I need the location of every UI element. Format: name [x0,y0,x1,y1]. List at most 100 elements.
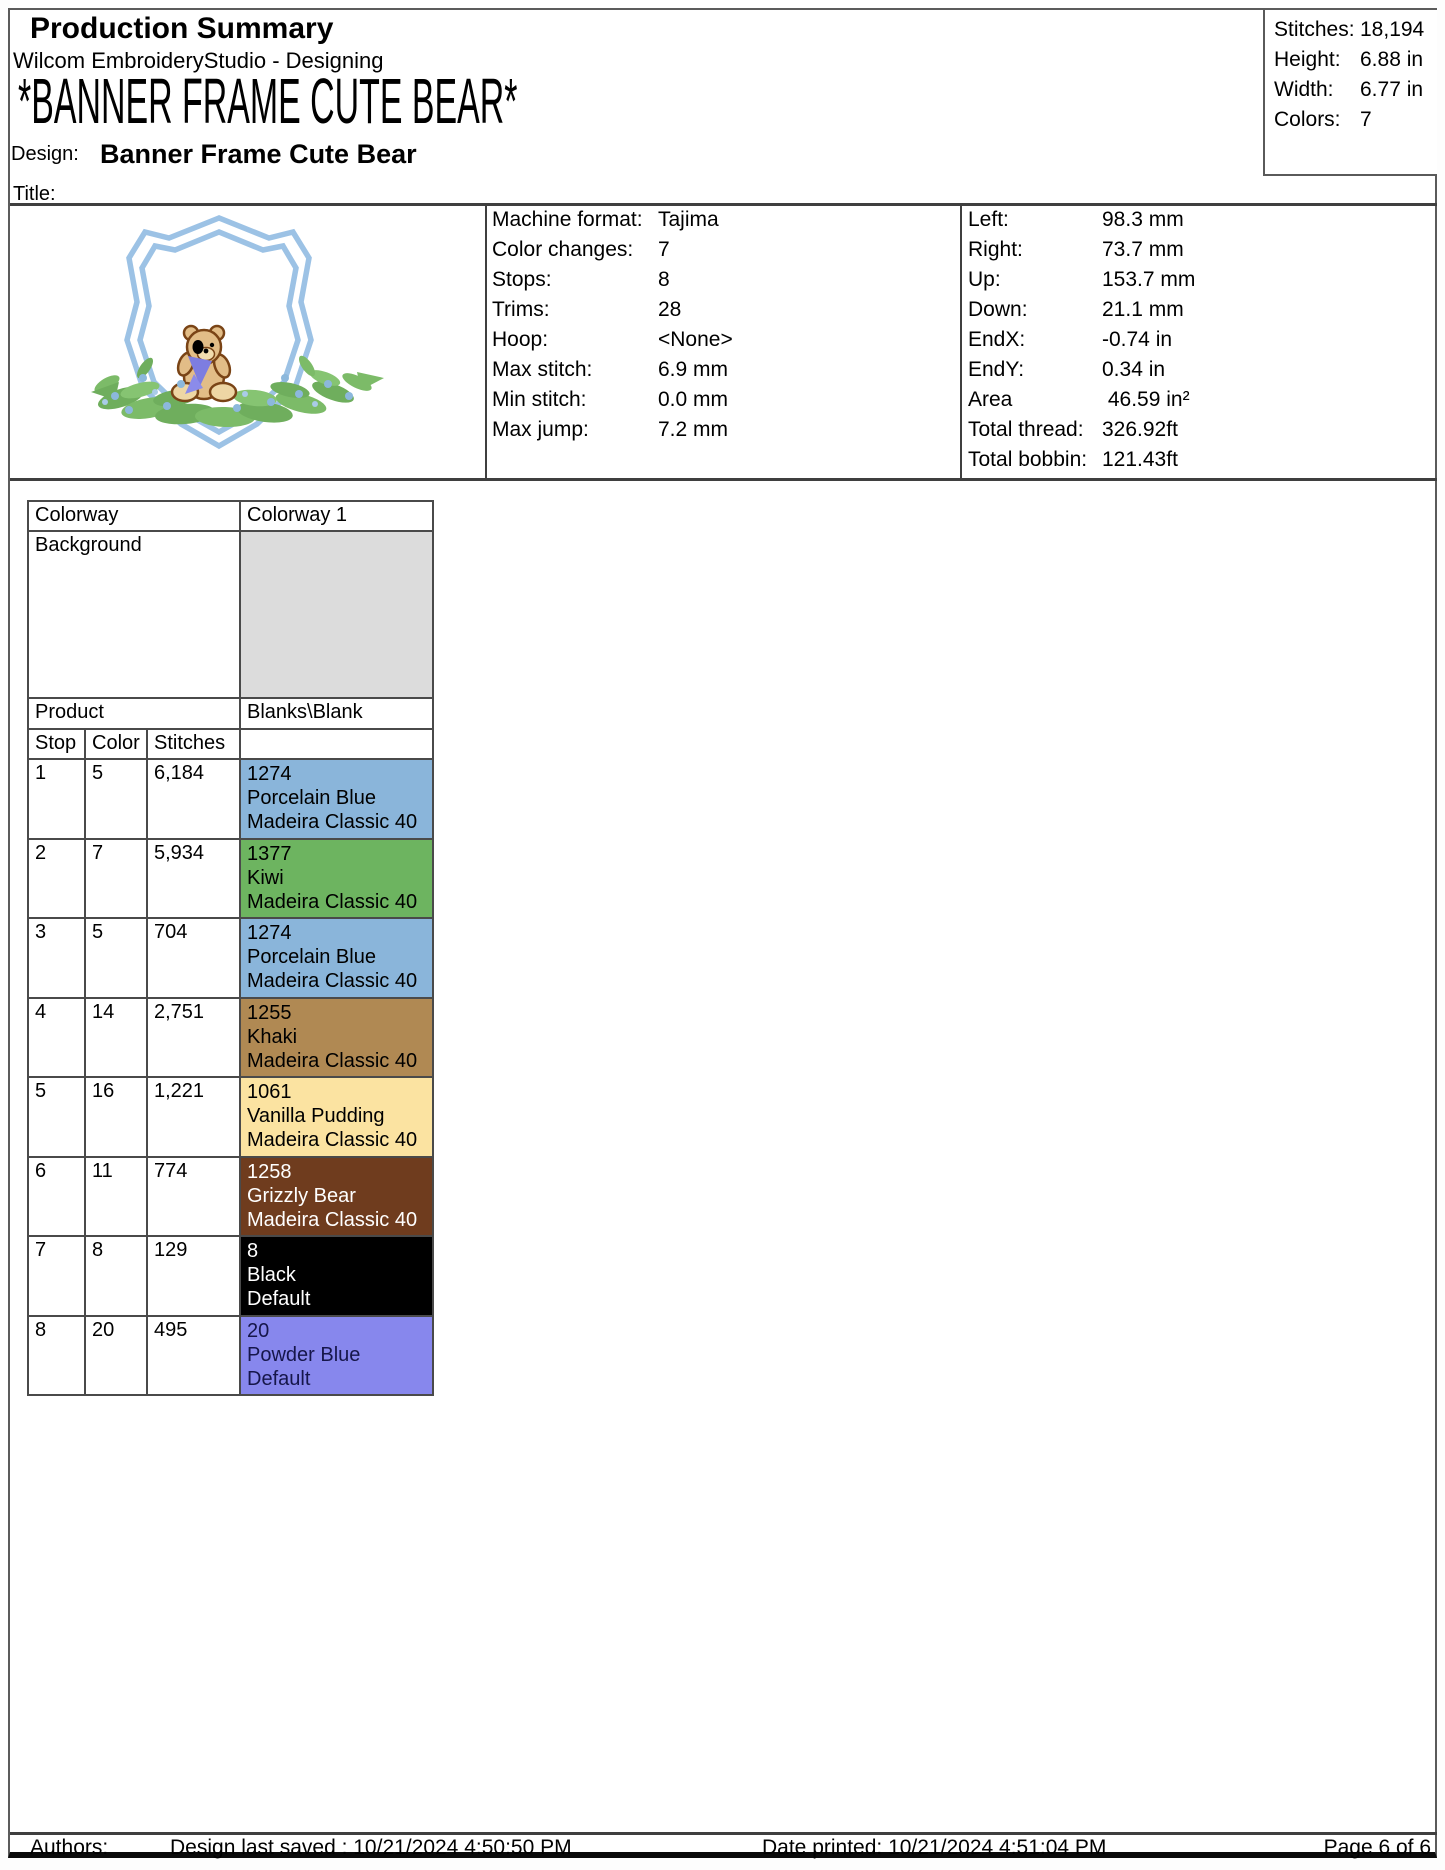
column-header-row: Stop Color Stitches [29,728,432,758]
stitch-count: 1,221 [146,1078,239,1156]
stop-number: 8 [35,1318,47,1341]
thread-brand: Default [247,1367,311,1390]
thread-code: 1255 [247,1001,292,1024]
colorway-name: Colorway 1 [239,502,432,530]
position-info-row: Up: 153.7 mm [968,268,1196,291]
thread-swatch: 8 Black Default [239,1237,432,1315]
product-label: Product [35,701,104,723]
thread-code: 8 [247,1240,259,1262]
design-preview-image [91,215,384,450]
thread-row: 3 5 704 1274 Porcelain Blue Madeira Clas… [29,917,432,997]
stop-number: 6 [35,1159,47,1182]
stitch-count: 704 [146,919,239,997]
thread-swatch: 20 Powder Blue Default [239,1316,432,1394]
machine-info-row: Stops: 8 [492,268,670,291]
thread-name: Porcelain Blue [247,787,376,809]
colorway-table: Colorway Colorway 1 Background Product B… [27,500,434,1396]
color-number: 5 [84,760,146,838]
design-display-name: *BANNER FRAME CUTE BEAR* [18,65,518,137]
colorway-label: Colorway [35,504,119,526]
thread-name: Khaki [247,1025,298,1048]
page-title: Production Summary [30,12,334,45]
position-info-row: EndX: -0.74 in [968,328,1173,351]
color-number: 11 [84,1157,146,1235]
bear-bow [185,356,212,394]
stitch-count: 2,751 [146,998,239,1076]
divider [485,203,487,478]
position-info-row: Down: 21.1 mm [968,298,1184,321]
machine-info-row: Max jump: 7.2 mm [492,418,729,441]
thread-name: Vanilla Pudding [247,1105,385,1127]
thread-code: 1258 [247,1160,292,1183]
thread-swatch: 1274 Porcelain Blue Madeira Classic 40 [239,919,432,997]
machine-info-row: Hoop: <None> [492,328,733,351]
page-number: Page 6 of 6 [1323,1836,1431,1859]
thread-brand: Default [247,1288,311,1310]
divider [10,478,1437,481]
thread-brand: Madeira Classic 40 [247,890,418,913]
stop-number: 2 [35,841,47,864]
thread-name: Kiwi [247,866,284,889]
thread-row: 4 14 2,751 1255 Khaki Madeira Classic 40 [29,996,432,1076]
stitch-count: 495 [146,1316,239,1394]
thread-brand: Madeira Classic 40 [247,1049,418,1072]
divider [960,203,962,478]
authors-label: Authors: [30,1836,109,1859]
thread-swatch: 1061 Vanilla Pudding Madeira Classic 40 [239,1078,432,1156]
thread-code: 1274 [247,763,292,785]
machine-info-row: Color changes: 7 [492,238,670,261]
stop-number: 3 [35,921,47,943]
background-row: Background [29,530,432,697]
machine-info-list: Machine format: Tajima Color changes: 7 St… [492,208,733,448]
color-number: 8 [84,1237,146,1315]
thread-row: 8 20 495 20 Powder Blue Default [29,1314,432,1394]
divider [10,203,1437,206]
color-number: 7 [84,839,146,917]
machine-info-row: Min stitch: 0.0 mm [492,388,729,411]
stitch-count: 774 [146,1157,239,1235]
col-header-thread [239,730,432,758]
colorway-header-row: Colorway Colorway 1 [29,502,432,530]
stop-number: 7 [35,1239,47,1261]
title-label: Title: [13,183,56,205]
color-number: 5 [84,919,146,997]
blue-florets [102,374,353,414]
stop-number: 4 [35,1000,47,1023]
stat-width: Width: 6.77 in [1274,78,1424,101]
stat-stitches: Stitches: 18,194 [1274,18,1425,41]
position-info-row: Total bobbin: 121.43ft [968,448,1178,471]
divider [10,1832,1437,1835]
position-info-row: Right: 73.7 mm [968,238,1184,261]
thread-row: 5 16 1,221 1061 Vanilla Pudding Madeira … [29,1076,432,1156]
product-row: Product Blanks\Blank [29,697,432,728]
thread-brand: Madeira Classic 40 [247,1208,418,1231]
machine-info-row: Trims: 28 [492,298,682,321]
machine-info-row: Max stitch: 6.9 mm [492,358,729,381]
thread-name: Black [247,1264,296,1286]
stop-number: 1 [35,762,47,784]
app-subtitle: Wilcom EmbroideryStudio - Designing [13,48,384,73]
design-last-saved: Design last saved : 10/21/2024 4:50:50 P… [170,1836,572,1859]
thread-row: 6 11 774 1258 Grizzly Bear Madeira Class… [29,1155,432,1235]
thread-swatch: 1255 Khaki Madeira Classic 40 [239,998,432,1076]
stat-height: Height: 6.88 in [1274,48,1424,71]
bear-face [192,340,215,354]
col-header-stitches: Stitches [146,730,239,758]
stat-colors: Colors: 7 [1274,108,1372,131]
thread-swatch: 1377 Kiwi Madeira Classic 40 [239,839,432,917]
thread-name: Powder Blue [247,1343,361,1366]
thread-code: 20 [247,1319,270,1342]
col-header-color: Color [84,730,146,758]
thread-row: 1 5 6,184 1274 Porcelain Blue Madeira Cl… [29,758,432,838]
color-number: 16 [84,1078,146,1156]
background-label: Background [35,534,142,556]
background-swatch [239,532,432,697]
thread-row: 7 8 129 8 Black Default [29,1235,432,1315]
thread-brand: Madeira Classic 40 [247,970,418,992]
banner-frame-shape [124,215,314,450]
position-info-row: Area 46.59 in² [968,388,1190,411]
product-value: Blanks\Blank [239,699,432,728]
color-number: 14 [84,998,146,1076]
date-printed: Date printed: 10/21/2024 4:51:04 PM [762,1836,1107,1859]
position-info-row: EndY: 0.34 in [968,358,1166,381]
